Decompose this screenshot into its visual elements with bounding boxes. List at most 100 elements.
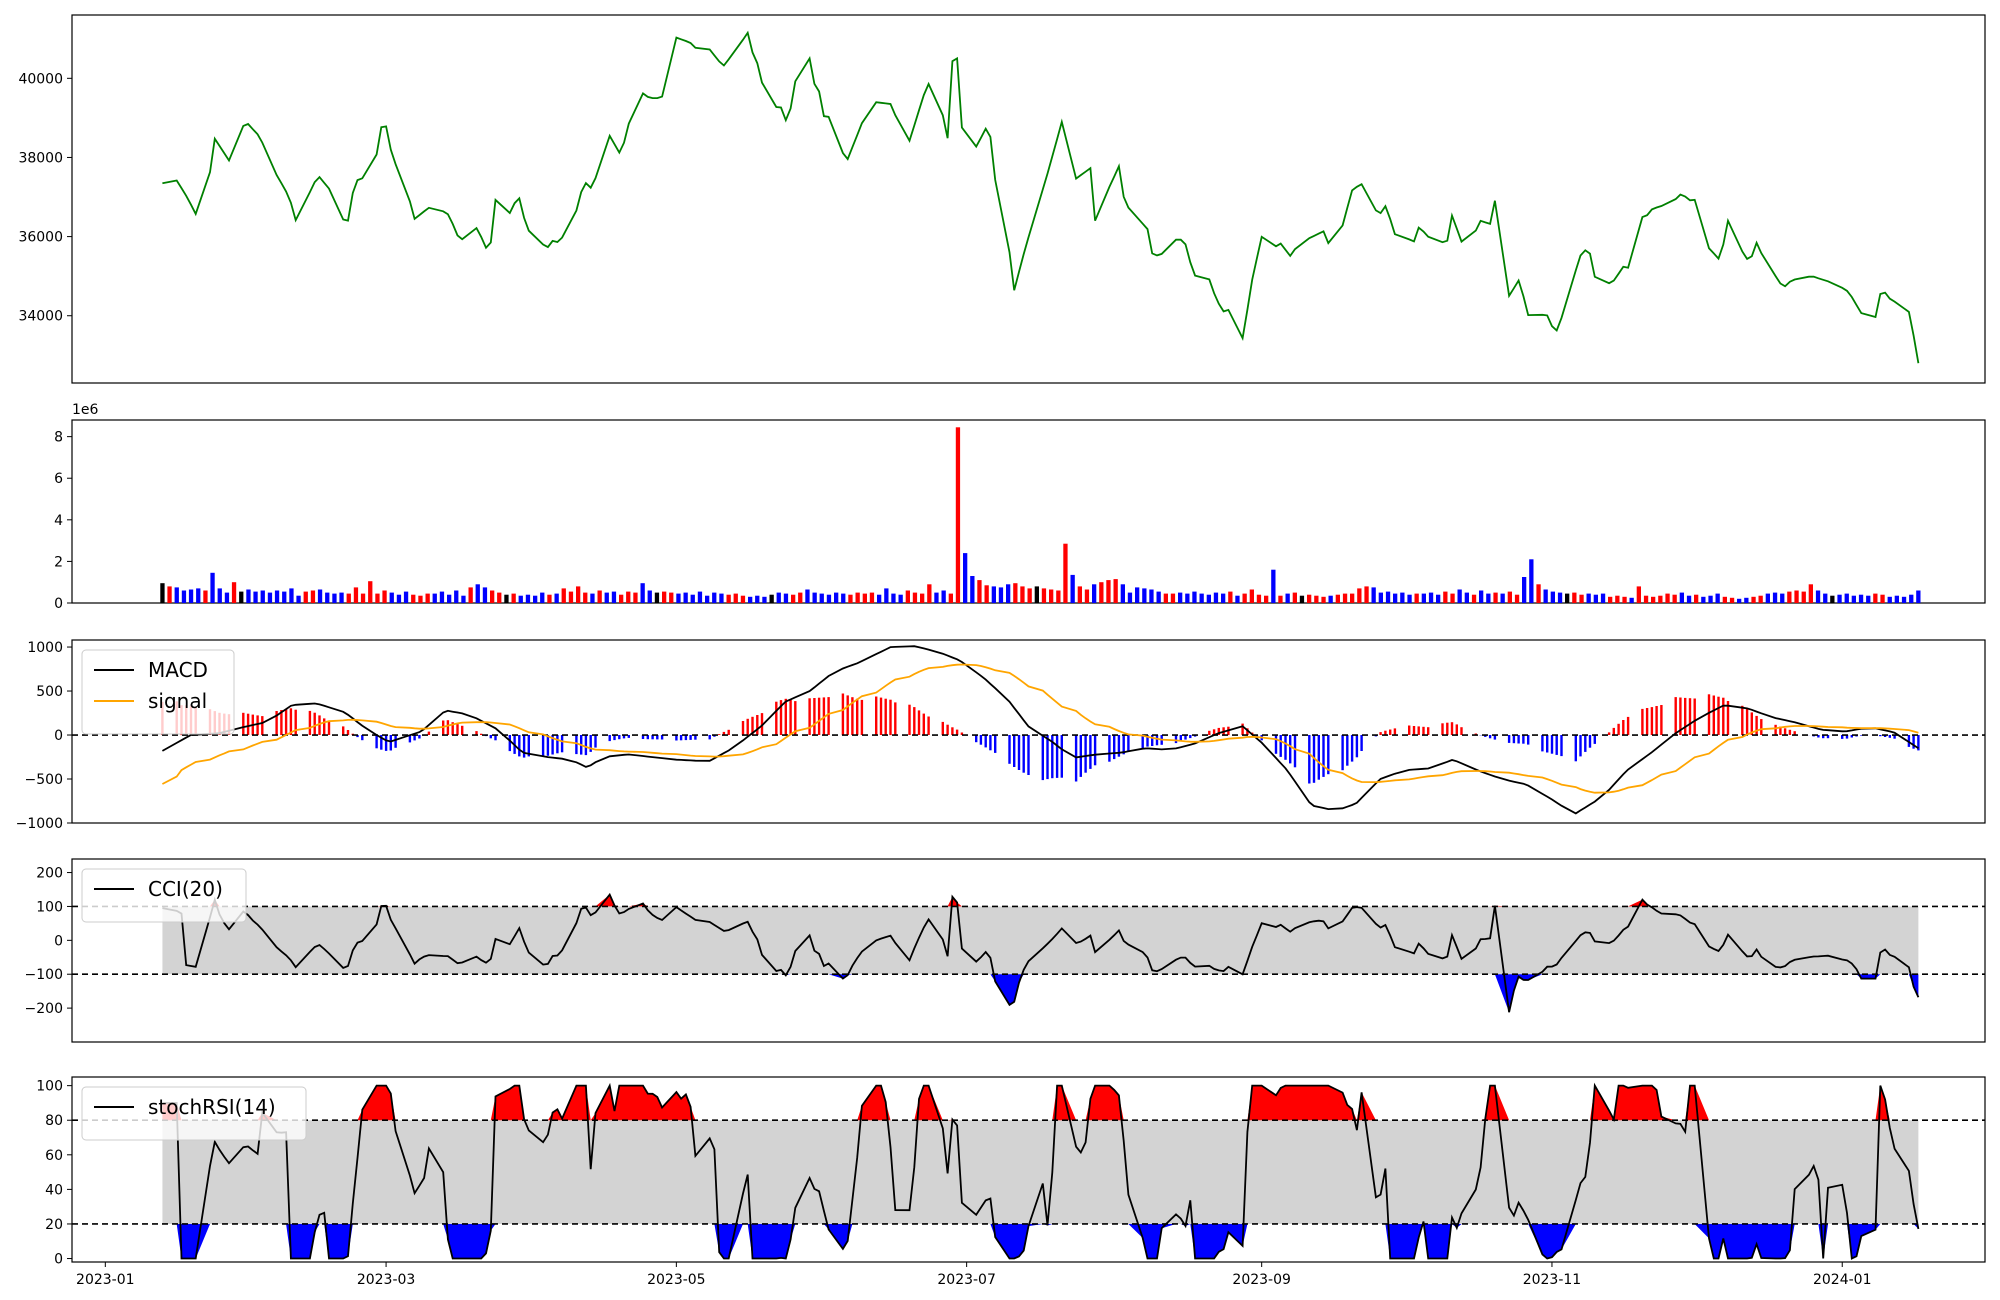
cci-panel: −200 −100 0 100 200 CCI(20) xyxy=(25,858,1986,1043)
volume-bar xyxy=(418,595,423,603)
volume-bar xyxy=(1916,590,1921,603)
macd-histogram-bar xyxy=(955,729,959,735)
volume-bar xyxy=(1192,591,1197,603)
y-tick-label: 40000 xyxy=(18,71,63,87)
volume-bar xyxy=(1357,588,1362,603)
macd-histogram-bar xyxy=(879,697,883,735)
volume-bar xyxy=(411,594,416,603)
macd-line xyxy=(161,645,1919,815)
volume-bar xyxy=(1651,596,1656,603)
neutral-band xyxy=(162,1120,1919,1224)
volume-bar xyxy=(403,591,409,603)
panel-frame xyxy=(71,14,1986,384)
macd-histogram-bar xyxy=(323,718,326,735)
macd-histogram-bar xyxy=(1460,727,1463,735)
macd-histogram-bar xyxy=(356,735,359,738)
macd-histogram-bar xyxy=(560,735,564,753)
macd-histogram-bar xyxy=(1284,735,1287,760)
volume-bar xyxy=(826,594,832,603)
macd-histogram-bar xyxy=(418,735,421,739)
macd-histogram-bar xyxy=(1712,695,1715,735)
volume-bar xyxy=(1292,592,1297,603)
macd-histogram-bar xyxy=(427,731,431,735)
volume-bar xyxy=(425,593,430,603)
volume-bar xyxy=(834,592,839,603)
volume-bar xyxy=(1070,574,1075,603)
volume-bar xyxy=(1264,595,1269,603)
volume-bar xyxy=(597,590,602,603)
x-tick-label: 2023-09 xyxy=(1232,1272,1291,1288)
macd-histogram-bar xyxy=(1574,735,1577,762)
volume-bar xyxy=(991,586,996,603)
volume-bar xyxy=(217,588,222,603)
volume-bar xyxy=(1084,589,1090,603)
macd-histogram-bar xyxy=(1793,731,1796,735)
volume-bar xyxy=(1622,596,1627,603)
volume-bar xyxy=(1256,594,1262,603)
volume-bar xyxy=(1185,593,1190,603)
macd-histogram-bar xyxy=(589,735,592,752)
macd-histogram-bar xyxy=(280,710,283,735)
volume-bar xyxy=(1378,592,1383,603)
volume-bar xyxy=(1801,591,1806,603)
macd-histogram-bar xyxy=(575,735,578,755)
volume-bar xyxy=(683,592,688,603)
macd-histogram-bar xyxy=(480,733,483,735)
macd-histogram-bar xyxy=(784,698,787,735)
macd-histogram-bar xyxy=(246,713,250,735)
oversold-fill xyxy=(162,1224,1919,1259)
volume-bar xyxy=(1443,591,1448,603)
volume-bar xyxy=(705,595,710,603)
volume-bar xyxy=(1887,596,1892,603)
volume-bar xyxy=(590,593,595,603)
macd-histogram-bar xyxy=(541,735,545,757)
volume-bar xyxy=(1385,591,1391,603)
macd-histogram-bar xyxy=(1151,735,1154,746)
volume-bar xyxy=(1557,592,1563,603)
volume-bar xyxy=(1106,580,1111,603)
macd-histogram-bar xyxy=(1512,735,1516,744)
volume-bar xyxy=(1830,595,1835,603)
volume-bar xyxy=(912,592,918,603)
macd-histogram-bar xyxy=(984,735,987,748)
macd-histogram-bar xyxy=(1617,723,1620,736)
volume-bar xyxy=(1751,596,1756,603)
macd-histogram-bar xyxy=(1541,735,1544,752)
macd-histogram-bar xyxy=(1660,705,1663,735)
stochrsi-panel: 0 20 40 60 80 100 stochRSI(14) xyxy=(36,1076,1986,1268)
volume-bar xyxy=(274,590,280,603)
volume-bar xyxy=(196,588,201,603)
volume-bar xyxy=(1464,592,1469,603)
y-tick-label: 6 xyxy=(54,471,63,487)
volume-bar xyxy=(1808,584,1813,603)
volume-bar xyxy=(1550,591,1555,603)
volume-bar xyxy=(1722,596,1727,603)
macd-histogram-bar xyxy=(1417,726,1420,735)
macd-histogram-bar xyxy=(679,735,683,741)
volume-bar xyxy=(389,592,394,603)
volume-bar xyxy=(296,595,301,603)
volume-bar xyxy=(719,593,724,603)
volume-bar xyxy=(497,592,502,603)
volume-bar xyxy=(160,583,165,603)
macd-histogram-bar xyxy=(1022,735,1025,773)
volume-bar xyxy=(1436,594,1441,603)
y-tick-label: 34000 xyxy=(18,309,63,325)
macd-histogram-bar xyxy=(1122,735,1125,755)
volume-bar xyxy=(1486,593,1491,603)
macd-histogram-bar xyxy=(651,735,654,740)
volume-bar xyxy=(382,590,387,603)
macd-histogram-bar xyxy=(1817,735,1820,738)
volume-bar xyxy=(1701,596,1706,603)
macd-histogram-bar xyxy=(875,696,878,735)
macd-histogram-bar xyxy=(1027,735,1030,775)
volume-bar xyxy=(432,593,437,603)
macd-histogram-bar xyxy=(256,715,259,736)
volume-bar xyxy=(1514,594,1520,603)
macd-histogram-bar xyxy=(461,725,464,735)
volume-bar xyxy=(1772,592,1778,603)
y-tick-label: −100 xyxy=(25,967,63,983)
panel-frame xyxy=(71,419,1986,604)
macd-histogram-bar xyxy=(1051,735,1054,779)
volume-bar xyxy=(998,587,1004,603)
